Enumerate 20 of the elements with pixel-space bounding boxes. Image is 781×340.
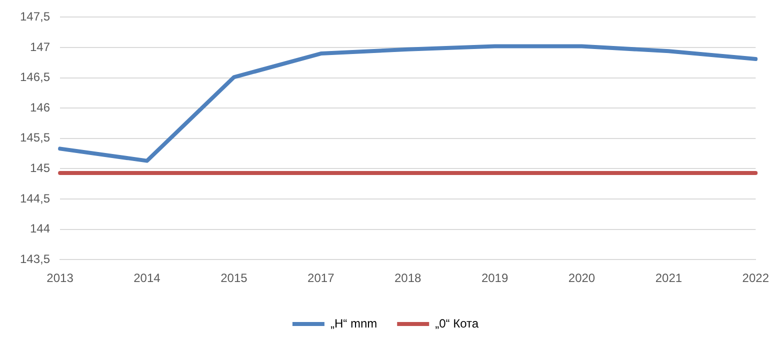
x-tick-label: 2014 bbox=[134, 271, 161, 286]
y-tick-label: 144,5 bbox=[20, 191, 50, 206]
x-tick-label: 2021 bbox=[655, 271, 682, 286]
y-tick-label: 147,5 bbox=[20, 10, 50, 24]
legend-label: „0“ Кота bbox=[435, 316, 479, 330]
y-tick-label: 145 bbox=[30, 161, 50, 176]
x-tick-label: 2019 bbox=[481, 271, 508, 286]
legend-label: „H“ mnm bbox=[330, 316, 378, 330]
y-tick-label: 146 bbox=[30, 100, 50, 114]
x-tick-label: 2015 bbox=[220, 271, 248, 286]
y-tick-label: 143,5 bbox=[20, 252, 50, 266]
x-tick-label: 2022 bbox=[742, 271, 770, 286]
x-tick-label: 2020 bbox=[568, 271, 596, 286]
y-tick-label: 145,5 bbox=[20, 130, 50, 145]
x-tick-label: 2017 bbox=[308, 271, 335, 286]
y-tick-label: 147 bbox=[30, 40, 50, 54]
y-tick-label: 146,5 bbox=[20, 70, 50, 84]
x-tick-label: 2013 bbox=[46, 271, 74, 286]
y-tick-label: 144 bbox=[30, 222, 50, 236]
x-tick-label: 2018 bbox=[394, 271, 422, 286]
